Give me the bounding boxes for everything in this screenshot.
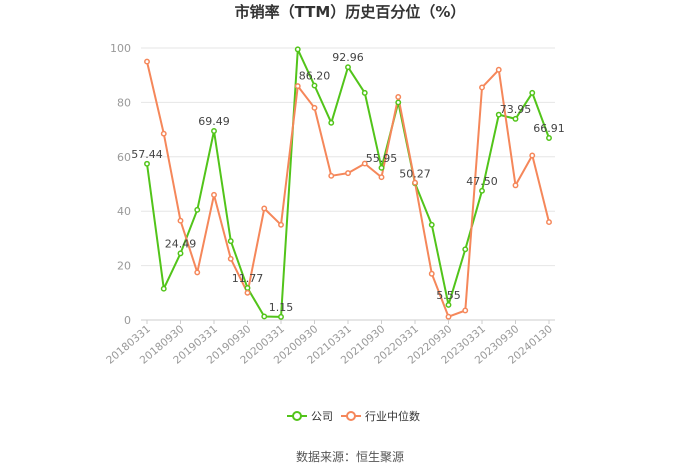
y-axis: 0 20 40 60 80 100 xyxy=(110,42,131,327)
series-point-0[interactable] xyxy=(546,135,552,141)
data-label: 57.44 xyxy=(131,148,163,161)
series-point-0[interactable] xyxy=(428,221,435,228)
series-point-0[interactable] xyxy=(294,46,301,53)
data-label: 86.20 xyxy=(299,70,331,83)
series-point-0[interactable] xyxy=(529,89,536,96)
series-point-0[interactable] xyxy=(462,246,469,253)
data-label: 66.91 xyxy=(533,122,565,135)
series-point-1[interactable] xyxy=(177,217,184,224)
series-point-0[interactable] xyxy=(194,206,201,213)
series-point-0[interactable] xyxy=(177,250,184,257)
series-point-1[interactable] xyxy=(261,205,268,212)
legend[interactable]: 公司 行业中位数 xyxy=(287,409,420,423)
data-label: 1.15 xyxy=(269,301,294,314)
series-point-1[interactable] xyxy=(194,269,201,276)
y-tick-label: 40 xyxy=(117,205,131,218)
x-axis: 2018033120180930201903312019093020200331… xyxy=(104,319,555,367)
series-point-1[interactable] xyxy=(495,66,502,73)
series-point-1[interactable] xyxy=(328,172,335,179)
legend-swatch-marker xyxy=(292,411,302,421)
chart-title: 市销率（TTM）历史百分位（%） xyxy=(235,3,466,21)
series-point-1[interactable] xyxy=(479,84,485,91)
data-label: 47.50 xyxy=(466,175,498,188)
data-label: 11.77 xyxy=(232,272,264,285)
series-point-0[interactable] xyxy=(378,164,385,171)
series-point-0[interactable] xyxy=(244,285,251,291)
series-point-1[interactable] xyxy=(512,182,519,189)
series-point-1[interactable] xyxy=(294,83,301,90)
series-point-0[interactable] xyxy=(345,64,351,71)
series-point-1[interactable] xyxy=(462,307,469,314)
y-tick-label: 80 xyxy=(117,96,131,109)
series-point-0[interactable] xyxy=(144,160,150,167)
series-point-0[interactable] xyxy=(311,82,318,89)
series-point-0[interactable] xyxy=(227,238,234,245)
series-point-0[interactable] xyxy=(445,301,452,308)
data-label: 55.95 xyxy=(366,152,398,165)
series-point-1[interactable] xyxy=(412,179,418,186)
series-line-1 xyxy=(146,61,550,318)
series-point-0[interactable] xyxy=(495,111,502,118)
series-point-1[interactable] xyxy=(345,170,351,177)
legend-item-0[interactable]: 公司 xyxy=(287,410,333,423)
series-point-1[interactable] xyxy=(278,221,284,228)
series-point-1[interactable] xyxy=(144,58,150,65)
y-tick-label: 60 xyxy=(117,151,131,164)
series-point-1[interactable] xyxy=(227,255,234,262)
series-point-1[interactable] xyxy=(529,152,536,159)
series-point-0[interactable] xyxy=(278,313,284,320)
series-point-0[interactable] xyxy=(211,128,217,134)
series-point-1[interactable] xyxy=(211,191,217,198)
series-point-1[interactable] xyxy=(311,104,318,111)
series-point-0[interactable] xyxy=(479,187,485,194)
series-point-0[interactable] xyxy=(361,89,368,96)
series-point-1[interactable] xyxy=(378,174,385,181)
series-point-0[interactable] xyxy=(395,99,402,106)
data-label: 24.49 xyxy=(165,237,197,250)
legend-label: 行业中位数 xyxy=(365,409,420,423)
data-label: 92.96 xyxy=(332,51,364,64)
series-point-1[interactable] xyxy=(361,160,368,167)
data-label: 69.49 xyxy=(198,115,230,128)
series-point-0[interactable] xyxy=(160,285,167,292)
data-labels: 57.4424.4969.4911.771.1586.2092.9655.955… xyxy=(131,51,565,314)
series-point-1[interactable] xyxy=(428,270,435,277)
y-tick-label: 20 xyxy=(117,260,131,273)
y-tick-label: 0 xyxy=(124,314,131,327)
data-label: 73.95 xyxy=(500,103,532,116)
legend-swatch-marker xyxy=(346,411,356,421)
series-point-1[interactable] xyxy=(244,289,251,296)
legend-label: 公司 xyxy=(311,410,333,423)
series-point-1[interactable] xyxy=(395,94,402,100)
series-point-0[interactable] xyxy=(328,119,335,126)
legend-item-1[interactable]: 行业中位数 xyxy=(341,409,420,423)
series-point-1[interactable] xyxy=(445,313,452,320)
series-layer xyxy=(144,46,552,320)
series-point-1[interactable] xyxy=(160,130,167,137)
series-point-0[interactable] xyxy=(261,313,268,320)
series-point-0[interactable] xyxy=(512,115,519,122)
data-label: 5.55 xyxy=(436,289,461,302)
y-tick-label: 100 xyxy=(110,42,131,55)
source-note: 数据来源：恒生聚源 xyxy=(296,449,404,464)
series-point-1[interactable] xyxy=(546,219,552,226)
data-label: 50.27 xyxy=(399,167,431,180)
